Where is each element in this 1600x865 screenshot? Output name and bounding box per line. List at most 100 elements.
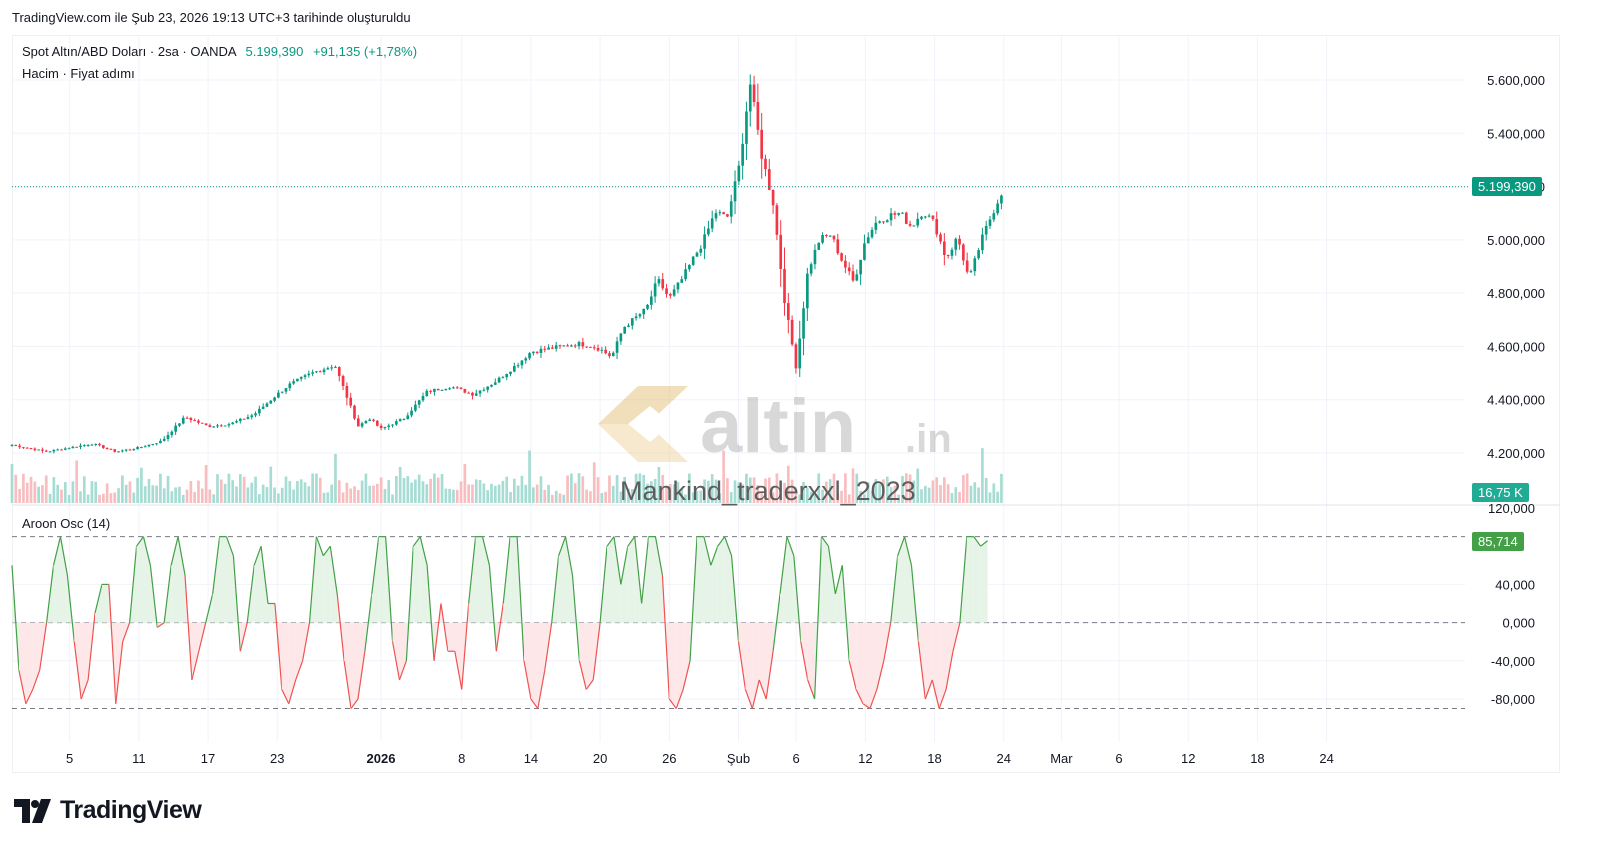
price-change: +91,135 (+1,78%) — [312, 44, 418, 59]
aroon-line-segment — [461, 603, 470, 690]
volume-bar — [395, 476, 398, 503]
aroon-line-segment — [73, 641, 82, 700]
volume-bar — [280, 487, 284, 503]
candle-body — [703, 234, 706, 249]
volume-bar — [573, 483, 577, 503]
volume-bar — [901, 476, 904, 503]
volume-legend[interactable]: Hacim · Fiyat adımı — [22, 66, 135, 81]
candle-body — [969, 271, 973, 273]
aroon-line-segment — [931, 679, 940, 709]
volume-bar — [303, 482, 307, 503]
candle-body — [86, 445, 90, 447]
time-tick-label: 26 — [662, 751, 676, 766]
aroon-line-segment — [821, 536, 829, 547]
volume-bar — [246, 487, 250, 503]
aroon-tick-label: 0,000 — [1502, 616, 1535, 631]
aroon-line-segment — [578, 660, 587, 690]
symbol-legend[interactable]: Spot Altın/ABD Doları · 2sa · OANDA 5.19… — [22, 44, 417, 59]
aroon-line-segment — [772, 593, 781, 652]
aroon-line-segment — [786, 536, 795, 556]
candle-body — [429, 390, 432, 392]
aroon-line-segment — [502, 536, 511, 604]
aroon-fill — [669, 622, 677, 709]
volume-bar — [554, 490, 558, 503]
volume-bar — [714, 479, 718, 503]
volume-bar — [436, 477, 440, 503]
tradingview-footer[interactable]: TradingView — [14, 796, 202, 825]
candle-body — [592, 347, 596, 349]
candle-body — [688, 264, 691, 270]
candle-body — [258, 408, 261, 414]
volume-bar — [353, 486, 356, 503]
aroon-line-segment — [876, 660, 885, 690]
aroon-line-segment — [80, 679, 89, 700]
candle-body — [166, 434, 170, 439]
volume-bar — [474, 479, 478, 503]
aroon-fill — [268, 603, 275, 623]
aroon-fill — [627, 536, 635, 623]
volume-bar — [604, 491, 607, 503]
volume-bar — [258, 494, 261, 503]
candle-body — [524, 358, 528, 361]
volume-bar — [197, 480, 200, 503]
aroon-fill — [696, 536, 704, 623]
volume-bar — [718, 493, 722, 503]
aroon-line-segment — [191, 651, 200, 681]
candle-body — [604, 349, 607, 354]
aroon-fill — [281, 622, 289, 704]
aroon-fill — [295, 622, 303, 680]
candle-body — [520, 360, 524, 366]
aroon-fill — [966, 536, 974, 623]
candle-body — [322, 369, 326, 373]
aroon-line-segment — [917, 641, 926, 700]
aroon-fill — [620, 546, 628, 623]
aroon-line-segment — [87, 612, 96, 680]
aroon-fill — [351, 622, 358, 709]
volume-tag: 16,75 K — [1472, 483, 1529, 502]
volume-bar — [189, 481, 193, 503]
volume-bar — [505, 476, 509, 503]
candle-body — [200, 422, 204, 424]
aroon-line-segment — [654, 536, 663, 575]
aroon-line-segment — [198, 622, 207, 652]
aroon-fill — [565, 536, 573, 623]
aroon-fill — [821, 536, 829, 623]
candle-body — [18, 445, 21, 448]
candle-body — [729, 201, 733, 217]
volume-bar — [105, 483, 109, 503]
aroon-line-segment — [751, 679, 760, 709]
candle-body — [216, 425, 219, 427]
candle-body — [208, 425, 212, 428]
aroon-line-segment — [682, 660, 691, 690]
time-tick-label: 11 — [132, 751, 146, 766]
candle-body — [512, 365, 516, 372]
candle-body — [874, 222, 878, 230]
volume-bar — [227, 473, 231, 503]
volume-bar — [113, 492, 117, 503]
candle-body — [764, 158, 767, 170]
volume-bar — [627, 488, 630, 503]
volume-bar — [421, 481, 425, 503]
aroon-line-segment — [32, 670, 41, 690]
aroon-fill — [357, 622, 365, 699]
aroon-fill — [323, 546, 331, 623]
aroon-legend[interactable]: Aroon Osc (14) — [22, 516, 111, 531]
volume-bar — [710, 474, 714, 503]
aroon-line-segment — [959, 536, 968, 623]
volume-bar — [649, 481, 653, 503]
candle-body — [710, 218, 714, 229]
aroon-line-segment — [516, 536, 525, 661]
aroon-line-segment — [730, 555, 740, 642]
aroon-line-segment — [364, 593, 373, 652]
aroon-line-segment — [322, 545, 331, 557]
aroon-fill — [136, 536, 144, 623]
candle-body — [117, 451, 120, 453]
candle-body — [707, 228, 710, 235]
candle-body — [920, 216, 923, 219]
volume-bar — [360, 480, 364, 503]
volume-bar — [547, 484, 550, 503]
volume-bar — [977, 487, 980, 503]
candle-body — [250, 415, 254, 418]
volume-bar — [840, 490, 843, 503]
